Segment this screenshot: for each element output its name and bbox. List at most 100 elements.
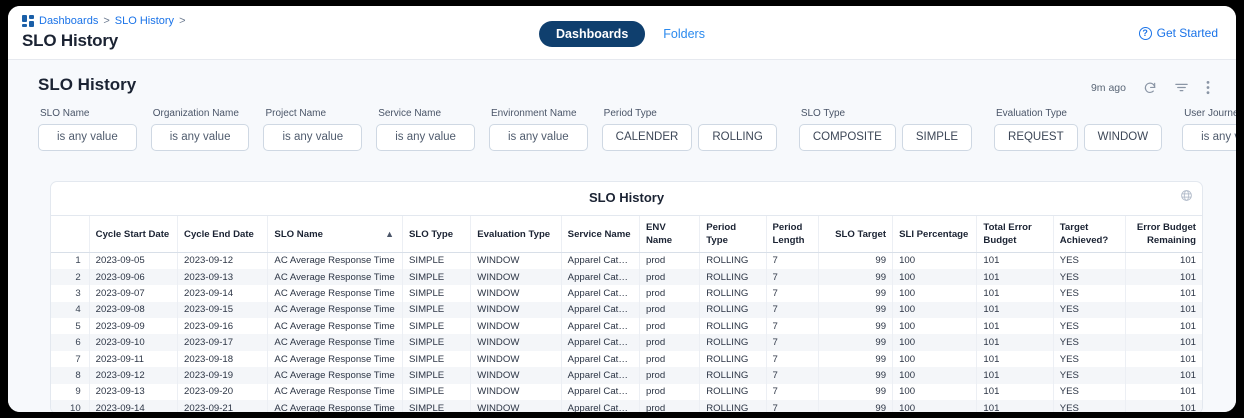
table-row[interactable]: 4 2023-09-08 2023-09-15 AC Average Response… — [51, 301, 1202, 319]
table-row[interactable]: 6 2023-09-10 2023-09-17 AC Average Response… — [51, 334, 1202, 351]
cell-period_length: 7 — [765, 334, 819, 351]
filter-chip-service-name[interactable]: is any value — [376, 124, 475, 151]
table-row[interactable]: 8 2023-09-12 2023-09-19 AC Average Response… — [51, 367, 1202, 384]
cell-period_type: ROLLING — [699, 334, 767, 351]
col-header-slo-target[interactable]: SLO Target — [817, 215, 893, 253]
cell-target_achieved: YES — [1052, 252, 1126, 269]
cell-slo_target: 99 — [817, 318, 893, 335]
apps-grid-icon[interactable] — [22, 15, 34, 27]
cell-slo_name: AC Average Response Time — [267, 400, 403, 412]
filter-group-period-type: Period Type CALENDER ROLLING — [601, 108, 777, 151]
cell-period_type: ROLLING — [699, 367, 767, 384]
cell-env_name: prod — [638, 252, 700, 269]
page-title: SLO History — [22, 31, 119, 50]
table-row[interactable]: 3 2023-09-07 2023-09-14 AC Average Response… — [51, 285, 1202, 302]
tab-dashboards[interactable]: Dashboards — [539, 21, 646, 47]
cell-rownum: 9 — [75, 386, 81, 398]
breadcrumb-item-slo-history[interactable]: SLO History — [114, 15, 175, 27]
cell-eval_type: WINDOW — [470, 400, 562, 412]
col-header-env-name[interactable]: ENV Name — [638, 215, 700, 253]
get-started-link[interactable]: ? Get Started — [1138, 26, 1218, 40]
filter-group-environment-name: Environment Name is any value — [488, 108, 588, 151]
card-header: SLO History — [51, 182, 1202, 215]
filter-icon[interactable] — [1174, 80, 1189, 95]
filter-chip-slo-type-composite[interactable]: COMPOSITE — [798, 124, 896, 151]
col-header-sli-percentage[interactable]: SLI Percentage — [892, 215, 977, 253]
filter-chip-user-journey[interactable]: is any value — [1182, 124, 1236, 151]
filter-label: User Journey — [1184, 108, 1236, 119]
cell-sli_percentage: 100 — [892, 318, 977, 335]
table-header: Cycle Start Date Cycle End Date ▲ SLO Nam… — [51, 215, 1202, 253]
dashboard-title: SLO History — [38, 75, 137, 94]
breadcrumb-separator-1: > — [103, 15, 110, 27]
refresh-icon[interactable] — [1143, 81, 1157, 95]
cell-total_error_budget: 101 — [976, 400, 1054, 412]
filter-chip-slo-name[interactable]: is any value — [38, 124, 137, 151]
col-header-period-type[interactable]: Period Type — [699, 215, 767, 253]
filter-chip-period-type-rolling[interactable]: ROLLING — [698, 124, 777, 151]
cell-env_name: prod — [638, 301, 700, 319]
filter-chip-slo-type-simple[interactable]: SIMPLE — [901, 124, 973, 151]
table-row[interactable]: 10 2023-09-14 2023-09-21 AC Average Respons… — [51, 400, 1202, 412]
filter-chip-period-type-calender[interactable]: CALENDER — [601, 124, 693, 151]
cell-eval_type: WINDOW — [470, 318, 562, 335]
cell-slo_name: AC Average Response Time — [267, 268, 403, 286]
col-header-service-name[interactable]: Service Name — [560, 215, 640, 253]
more-vertical-icon[interactable] — [1206, 80, 1210, 95]
cell-rownum: 4 — [75, 304, 81, 316]
filter-label: Environment Name — [490, 108, 577, 119]
cell-cycle_start: 2023-09-08 — [88, 301, 178, 319]
cell-cycle_end: 2023-09-14 — [177, 285, 268, 302]
filter-chip-project-name[interactable]: is any value — [263, 124, 363, 151]
filter-chip-organization-name[interactable]: is any value — [150, 124, 250, 151]
cell-slo_target: 99 — [817, 285, 893, 302]
cell-env_name: prod — [638, 268, 700, 286]
col-header-slo-name[interactable]: ▲ SLO Name — [267, 215, 403, 253]
breadcrumb-item-dashboards[interactable]: Dashboards — [39, 15, 99, 27]
cell-total_error_budget: 101 — [976, 367, 1054, 384]
filter-chip-evaluation-type-window[interactable]: WINDOW — [1083, 124, 1163, 151]
col-header-period-length[interactable]: Period Length — [765, 215, 819, 253]
cell-error_budget_remaining: 101 — [1125, 383, 1202, 401]
table-row[interactable]: 7 2023-09-11 2023-09-18 AC Average Response… — [51, 350, 1202, 368]
filter-chip-environment-name[interactable]: is any value — [488, 124, 588, 151]
table-row[interactable]: 9 2023-09-13 2023-09-20 AC Average Response… — [51, 383, 1202, 401]
cell-target_achieved: YES — [1052, 301, 1126, 319]
cell-period_type: ROLLING — [699, 301, 767, 319]
filter-label: Period Type — [603, 108, 657, 119]
filter-chip-evaluation-type-request[interactable]: REQUEST — [994, 124, 1078, 151]
col-header-evaluation-type[interactable]: Evaluation Type — [470, 215, 562, 253]
table-row[interactable]: 2 2023-09-06 2023-09-13 AC Average Response… — [51, 268, 1202, 286]
cell-slo_name: AC Average Response Time — [267, 285, 403, 302]
top-bar: Dashboards > SLO History > SLO History D… — [8, 6, 1236, 60]
cell-total_error_budget: 101 — [976, 383, 1054, 401]
cell-rownum: 6 — [75, 337, 81, 349]
table-row[interactable]: 5 2023-09-09 2023-09-16 AC Average Response… — [51, 318, 1202, 335]
sort-ascending-icon: ▲ — [385, 228, 394, 239]
col-header-rownum — [51, 215, 90, 253]
cell-period_type: ROLLING — [699, 383, 767, 401]
cell-slo_name: AC Average Response Time — [267, 367, 403, 384]
col-header-error-budget-remaining[interactable]: Error Budget Remaining — [1125, 215, 1202, 253]
col-header-total-error-budget[interactable]: Total Error Budget — [976, 215, 1054, 253]
globe-icon[interactable] — [1180, 189, 1193, 207]
cell-slo_name: AC Average Response Time — [267, 318, 403, 335]
cell-slo_type: SIMPLE — [401, 400, 471, 412]
cell-cycle_end: 2023-09-17 — [177, 334, 268, 351]
cell-cycle_end: 2023-09-19 — [177, 367, 268, 384]
cell-env_name: prod — [638, 383, 700, 401]
table-body: 1 2023-09-05 2023-09-12 AC Average Response… — [51, 252, 1202, 412]
col-header-cycle-start-date[interactable]: Cycle Start Date — [88, 215, 178, 253]
cell-sli_percentage: 100 — [892, 367, 977, 384]
cell-target_achieved: YES — [1052, 350, 1126, 368]
cell-slo_target: 99 — [817, 400, 893, 412]
col-header-target-achieved[interactable]: Target Achieved? — [1052, 215, 1126, 253]
cell-total_error_budget: 101 — [976, 285, 1054, 302]
cell-target_achieved: YES — [1052, 400, 1126, 412]
cell-error_budget_remaining: 101 — [1125, 285, 1202, 302]
cell-slo_name: AC Average Response Time — [267, 350, 403, 368]
tab-folders[interactable]: Folders — [663, 27, 705, 41]
table-row[interactable]: 1 2023-09-05 2023-09-12 AC Average Response… — [51, 252, 1202, 269]
col-header-cycle-end-date[interactable]: Cycle End Date — [177, 215, 268, 253]
col-header-slo-type[interactable]: SLO Type — [401, 215, 471, 253]
